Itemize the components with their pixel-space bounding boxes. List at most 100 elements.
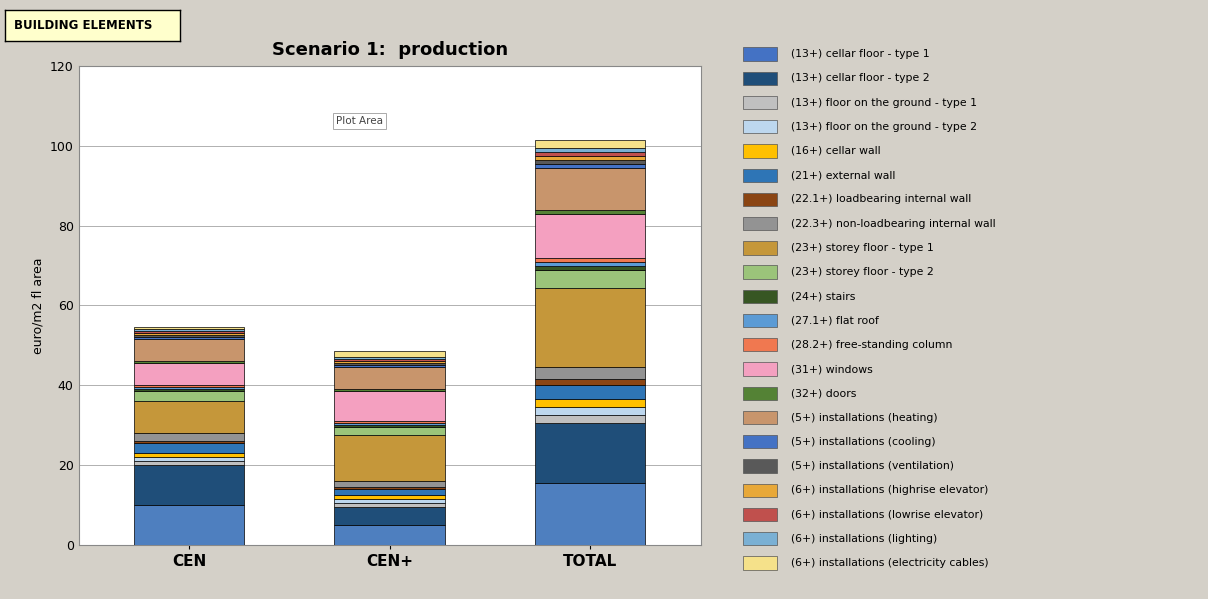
Bar xyxy=(535,415,645,423)
Bar xyxy=(134,453,244,457)
Bar xyxy=(134,401,244,433)
Bar xyxy=(134,389,244,391)
Bar xyxy=(535,140,645,148)
Bar xyxy=(335,364,445,365)
Bar xyxy=(134,443,244,453)
FancyBboxPatch shape xyxy=(743,217,777,231)
Bar xyxy=(535,210,645,214)
FancyBboxPatch shape xyxy=(743,47,777,60)
Text: (27.1+) flat roof: (27.1+) flat roof xyxy=(791,316,879,326)
Text: (32+) doors: (32+) doors xyxy=(791,388,856,398)
Bar xyxy=(335,358,445,359)
Bar xyxy=(535,385,645,400)
Bar xyxy=(134,461,244,465)
Bar xyxy=(134,337,244,340)
Bar xyxy=(535,148,645,152)
Bar xyxy=(535,265,645,270)
Bar xyxy=(134,505,244,545)
Bar xyxy=(335,352,445,358)
Bar xyxy=(535,214,645,258)
Bar xyxy=(134,340,244,361)
Bar xyxy=(535,379,645,385)
Text: (5+) installations (ventilation): (5+) installations (ventilation) xyxy=(791,461,954,471)
FancyBboxPatch shape xyxy=(743,532,777,545)
FancyBboxPatch shape xyxy=(743,168,777,182)
Bar xyxy=(335,489,445,495)
Bar xyxy=(134,364,244,385)
FancyBboxPatch shape xyxy=(743,314,777,327)
FancyBboxPatch shape xyxy=(743,338,777,352)
Bar xyxy=(335,507,445,525)
Bar xyxy=(535,164,645,168)
Bar xyxy=(535,423,645,483)
Bar xyxy=(335,423,445,425)
FancyBboxPatch shape xyxy=(743,435,777,449)
Bar xyxy=(335,421,445,423)
Bar xyxy=(134,385,244,388)
Bar xyxy=(335,481,445,487)
Bar xyxy=(134,328,244,329)
Bar xyxy=(335,495,445,499)
Bar xyxy=(335,367,445,389)
Text: (13+) cellar floor - type 1: (13+) cellar floor - type 1 xyxy=(791,49,930,59)
FancyBboxPatch shape xyxy=(743,556,777,570)
Bar xyxy=(134,457,244,461)
Bar xyxy=(535,152,645,156)
Bar xyxy=(535,288,645,367)
FancyBboxPatch shape xyxy=(743,459,777,473)
Title: Scenario 1:  production: Scenario 1: production xyxy=(272,41,507,59)
Bar xyxy=(535,407,645,415)
Text: (13+) floor on the ground - type 2: (13+) floor on the ground - type 2 xyxy=(791,122,977,132)
Bar xyxy=(335,487,445,489)
Bar xyxy=(535,262,645,265)
Bar xyxy=(335,359,445,361)
Text: (22.1+) loadbearing internal wall: (22.1+) loadbearing internal wall xyxy=(791,195,971,204)
FancyBboxPatch shape xyxy=(743,265,777,279)
Text: (5+) installations (heating): (5+) installations (heating) xyxy=(791,413,937,422)
Text: (28.2+) free-standing column: (28.2+) free-standing column xyxy=(791,340,953,350)
Text: (6+) installations (electricity cables): (6+) installations (electricity cables) xyxy=(791,558,989,568)
Bar xyxy=(535,483,645,545)
Text: (21+) external wall: (21+) external wall xyxy=(791,170,895,180)
Bar xyxy=(535,400,645,407)
Text: (31+) windows: (31+) windows xyxy=(791,364,873,374)
Bar xyxy=(335,499,445,503)
Bar xyxy=(335,391,445,421)
Bar xyxy=(535,270,645,288)
Text: Plot Area: Plot Area xyxy=(336,116,383,126)
Bar xyxy=(335,525,445,545)
Text: (6+) installations (lighting): (6+) installations (lighting) xyxy=(791,534,937,544)
FancyBboxPatch shape xyxy=(743,290,777,303)
FancyBboxPatch shape xyxy=(743,483,777,497)
FancyBboxPatch shape xyxy=(743,241,777,255)
Bar xyxy=(335,365,445,367)
FancyBboxPatch shape xyxy=(743,508,777,521)
Bar xyxy=(134,335,244,337)
FancyBboxPatch shape xyxy=(743,386,777,400)
Text: (23+) storey floor - type 2: (23+) storey floor - type 2 xyxy=(791,267,934,277)
Text: (22.3+) non-loadbearing internal wall: (22.3+) non-loadbearing internal wall xyxy=(791,219,995,229)
Bar xyxy=(134,334,244,335)
FancyBboxPatch shape xyxy=(743,411,777,424)
Bar xyxy=(335,389,445,391)
Bar xyxy=(134,391,244,401)
Text: (16+) cellar wall: (16+) cellar wall xyxy=(791,146,881,156)
FancyBboxPatch shape xyxy=(743,144,777,158)
FancyBboxPatch shape xyxy=(743,362,777,376)
Bar xyxy=(335,503,445,507)
Bar xyxy=(335,435,445,481)
FancyBboxPatch shape xyxy=(743,193,777,206)
FancyBboxPatch shape xyxy=(743,72,777,85)
Bar xyxy=(535,367,645,379)
Bar xyxy=(134,433,244,441)
Text: (5+) installations (cooling): (5+) installations (cooling) xyxy=(791,437,936,447)
Bar xyxy=(535,258,645,262)
Bar xyxy=(134,465,244,505)
Bar xyxy=(335,427,445,435)
Bar xyxy=(134,331,244,334)
Bar xyxy=(134,329,244,331)
FancyBboxPatch shape xyxy=(743,96,777,109)
Bar xyxy=(535,156,645,160)
Text: (6+) installations (highrise elevator): (6+) installations (highrise elevator) xyxy=(791,485,988,495)
Bar xyxy=(535,160,645,164)
